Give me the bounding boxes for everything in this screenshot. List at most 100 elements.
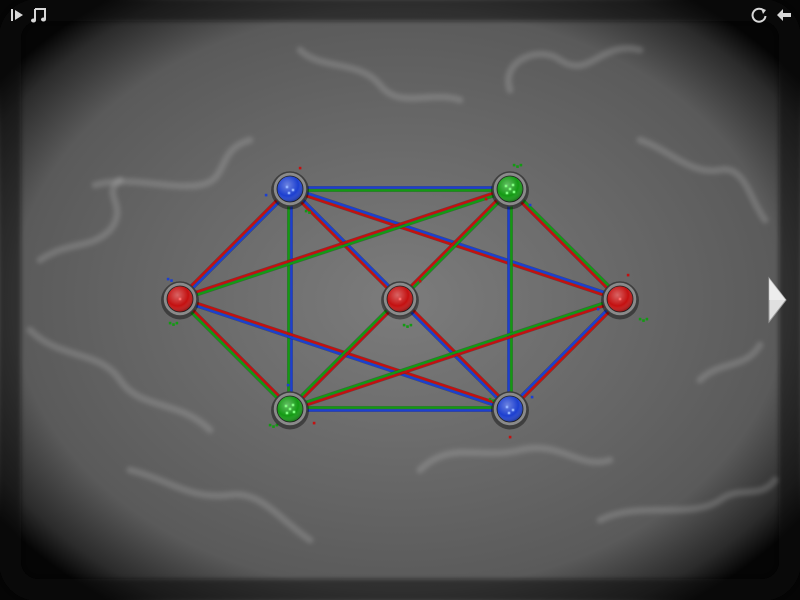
edge-tick-marker (166, 277, 170, 281)
edge-shadow (179, 186, 511, 302)
music-note-icon (31, 8, 46, 23)
edge-tick-marker (298, 166, 302, 170)
node-pip (511, 183, 515, 187)
edge-tick-marker (512, 163, 516, 167)
edge-shadow (177, 296, 293, 412)
edge-blue-top-left-to-red-left (177, 186, 293, 302)
edge-tick-marker (172, 323, 175, 326)
edge-tick-marker (519, 163, 523, 167)
next-level-button[interactable] (764, 276, 788, 324)
edge-blue-top-left-to-green-top-right (288, 186, 512, 192)
edge-tick-marker (402, 323, 406, 327)
node-red-left[interactable] (161, 281, 199, 320)
node-pip (288, 407, 292, 411)
edge-tick-marker (530, 395, 534, 399)
edge-tick-marker (596, 307, 600, 311)
node-pip (292, 410, 296, 414)
node-blue-top-left[interactable] (271, 171, 309, 210)
play-menu-button[interactable] (6, 4, 28, 26)
node-pip (178, 297, 182, 301)
edge-strand-red (177, 186, 291, 300)
node-pip (398, 297, 402, 301)
edge-strand-red (509, 298, 623, 412)
edge-red-right-to-blue-bottom-right (507, 296, 623, 412)
edge-tick-marker (168, 321, 172, 325)
node-gloss (277, 176, 303, 202)
edge-strand-red (178, 186, 511, 299)
edge-tick-marker (645, 317, 649, 321)
music-button[interactable] (28, 4, 50, 26)
edge-green-bottom-left-to-blue-bottom-right (288, 406, 512, 412)
edge-green-bottom-left-to-red-right (288, 296, 622, 412)
edge-tick-marker (272, 425, 275, 428)
edge-strand-red (179, 296, 293, 410)
edge-layer (177, 186, 623, 412)
edge-tick-marker (175, 321, 179, 325)
edge-tick-marker (418, 279, 422, 283)
node-blue-bottom-right[interactable] (491, 391, 529, 430)
edge-strand-red (289, 299, 622, 412)
node-pip (505, 191, 509, 195)
node-pip (618, 297, 622, 301)
edge-shadow (287, 296, 403, 412)
node-pip (511, 408, 515, 412)
edge-strand-green (287, 296, 401, 410)
edge-tick-marker (528, 203, 532, 207)
background-veins (26, 44, 779, 544)
node-red-center[interactable] (381, 281, 419, 320)
edge-tick-marker (268, 423, 272, 427)
edge-tick-marker (642, 319, 645, 322)
restart-button[interactable] (748, 4, 770, 26)
back-arrow-icon (777, 9, 791, 21)
edge-red-left-to-green-bottom-left (177, 296, 293, 412)
edge-strand-red (507, 188, 621, 302)
edge-strand-green (177, 298, 291, 412)
edge-tick-marker (264, 193, 268, 197)
node-pip (512, 190, 516, 194)
node-pip (284, 404, 288, 408)
edge-shadow (179, 296, 511, 412)
edge-tick-marker (508, 435, 512, 439)
edge-strand-red (289, 298, 403, 412)
edge-tick-marker (304, 209, 308, 213)
edge-shadow (397, 186, 513, 302)
back-button[interactable] (773, 4, 795, 26)
edge-tick-marker (286, 383, 290, 387)
edge-shadow (177, 186, 293, 302)
node-pip (285, 185, 289, 189)
node-pip (287, 191, 291, 195)
node-red-right[interactable] (601, 281, 639, 320)
node-dot-layer (166, 163, 649, 439)
edge-red-center-to-green-bottom-left (287, 296, 403, 412)
edge-tick-marker (626, 273, 630, 277)
node-pip (291, 403, 295, 407)
edge-blue-top-left-to-green-bottom-left (287, 187, 293, 411)
edge-tick-marker (170, 279, 173, 282)
edge-shadow (289, 296, 621, 412)
node-green-top-right[interactable] (491, 171, 529, 210)
edge-shadow (287, 186, 403, 302)
edge-tick-marker (308, 211, 311, 214)
edge-shadow (289, 186, 621, 302)
node-pip (285, 411, 289, 415)
edge-tick-marker (484, 197, 488, 201)
edge-strand-blue (179, 188, 293, 302)
node-pip (508, 187, 512, 191)
play-menu-icon (11, 9, 23, 21)
edge-tick-marker (492, 399, 495, 402)
edge-strand-green (179, 189, 512, 302)
edge-tick-marker (638, 317, 642, 321)
next-arrow-icon (768, 276, 787, 324)
node-layer (161, 171, 639, 430)
edge-green-top-right-to-red-left (178, 186, 512, 302)
node-green-bottom-left[interactable] (271, 391, 309, 430)
edge-tick-marker (516, 165, 519, 168)
node-pip (291, 188, 295, 192)
node-pip (504, 184, 508, 188)
edge-tick-marker (488, 397, 492, 401)
node-pip (505, 405, 509, 409)
edge-tick-marker (275, 423, 279, 427)
